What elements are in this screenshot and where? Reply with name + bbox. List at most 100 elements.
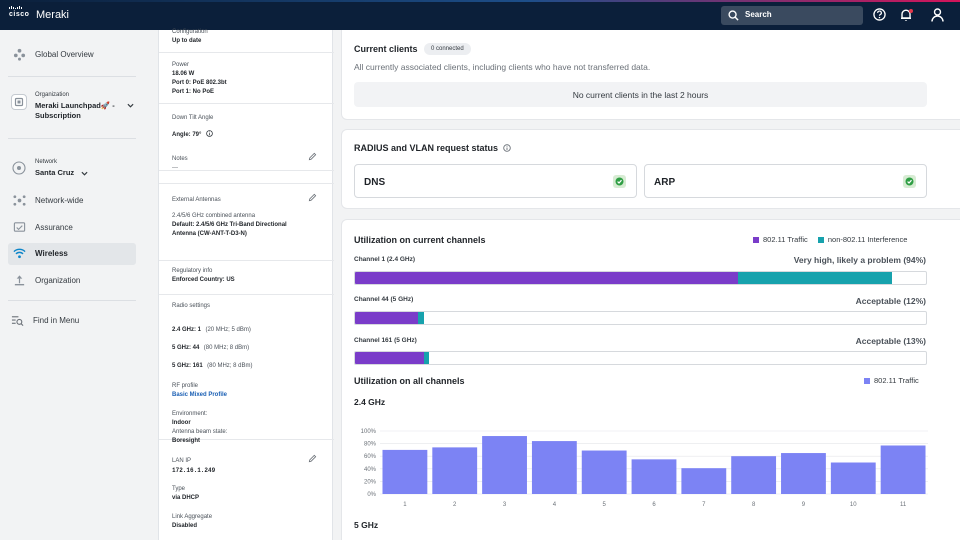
network-label: Network (35, 159, 58, 165)
channel-status: Acceptable (13%) (855, 336, 926, 346)
tilt-section: Down Tilt Angle Angle: 79° Notes — (159, 104, 334, 171)
edit-notes-pencil-icon[interactable] (308, 152, 317, 161)
organization-badge-icon (11, 94, 27, 110)
x-tick-label: 11 (900, 502, 907, 508)
sidebar-item-label: Network-wide (35, 196, 84, 205)
organization-name: Meraki Launchpad🚀 - Subscription (35, 101, 115, 120)
cisco-logo[interactable]: cisco (9, 11, 30, 18)
find-menu-icon (11, 316, 24, 327)
all-channels-legend: 802.11 Traffic (864, 376, 919, 385)
network-icon (12, 161, 26, 175)
tilt-label: Down Tilt Angle (172, 115, 214, 121)
tilt-value: Angle: 79° (172, 132, 202, 138)
y-tick-label: 100% (361, 429, 377, 435)
type-label: Type (172, 486, 186, 492)
radio-label: Radio settings (172, 303, 211, 309)
sidebar-item-wireless[interactable]: Wireless (8, 243, 136, 265)
channel-bar (482, 436, 527, 494)
app-name[interactable]: Meraki (36, 9, 70, 21)
dns-status-box[interactable]: DNS (354, 164, 637, 198)
arp-status-box[interactable]: ARP (644, 164, 927, 198)
sidebar-item-assurance[interactable]: Assurance (8, 217, 136, 239)
x-tick-label: 7 (702, 502, 706, 508)
power-label: Power (172, 62, 190, 68)
legend-802-label: 802.11 Traffic (874, 376, 919, 385)
radius-title: RADIUS and VLAN request status (354, 143, 511, 153)
power-value: 18.06 W (172, 71, 195, 77)
dns-label: DNS (364, 177, 386, 188)
notes-value: — (172, 165, 178, 171)
channel-label: Channel 1 (2.4 GHz) (354, 256, 416, 263)
sidebar-item-network-wide[interactable]: Network-wide (8, 190, 136, 212)
rf-profile-label: RF profile (172, 383, 199, 389)
device-details-panel: Configuration Up to date Power 18.06 W P… (158, 29, 334, 540)
lan-section: LAN IP 172.16.1.249 Type via DHCP Link A… (159, 440, 334, 540)
configuration-section: Configuration Up to date (159, 29, 334, 53)
assurance-icon (13, 222, 26, 232)
radio-row: 2.4 GHz: 1 (20 MHz; 5 dBm) (172, 327, 251, 333)
antennas-sub: 2.4/5/6 GHz combined antenna (172, 213, 256, 219)
user-profile-icon[interactable] (931, 8, 944, 22)
search-input[interactable]: Search (721, 6, 863, 25)
x-tick-label: 9 (802, 502, 806, 508)
rf-profile-link[interactable]: Basic Mixed Profile (172, 392, 228, 398)
channel-utilization-bar (354, 271, 927, 285)
x-tick-label: 8 (752, 502, 756, 508)
channel-bar (432, 447, 478, 494)
info-icon[interactable] (206, 130, 213, 137)
x-tick-label: 10 (850, 502, 857, 508)
traffic-fill (355, 312, 418, 324)
antennas-line2: Antenna (CW-ANT-T-D3-N) (172, 231, 247, 237)
x-tick-label: 1 (403, 502, 407, 508)
y-tick-label: 80% (364, 442, 377, 448)
cisco-logo-icon (9, 6, 29, 9)
legend-interference-swatch (817, 236, 824, 243)
utilization-24ghz-chart: 100% 80% 60% 40% 20% 0% 1 2 3 4 5 6 7 8 9 10 11 (361, 429, 928, 508)
band-24-title: 2.4 GHz (354, 397, 386, 407)
find-in-menu[interactable]: Find in Menu (8, 310, 136, 332)
notifications-bell-icon[interactable] (899, 8, 913, 22)
lan-ip-label: LAN IP (172, 458, 192, 464)
network-selector[interactable]: Network Santa Cruz (8, 156, 136, 182)
port1-value: Port 1: No PoE (172, 89, 215, 95)
sidebar-item-label: Assurance (35, 223, 73, 232)
utilization-all-title: Utilization on all channels (354, 376, 465, 386)
legend-interference-label: non-802.11 Interference (827, 235, 908, 244)
help-icon[interactable] (873, 8, 886, 21)
traffic-fill (355, 352, 424, 364)
channel-bar (731, 456, 777, 494)
organization-selector[interactable]: Organization Meraki Launchpad🚀 - Subscri… (8, 88, 136, 128)
y-tick-label: 60% (364, 454, 377, 460)
sidebar-item-organization[interactable]: Organization (8, 270, 136, 292)
sidebar-item-global-overview[interactable]: Global Overview (8, 44, 136, 66)
arp-ok-check-icon (903, 175, 916, 188)
edit-lan-pencil-icon[interactable] (308, 454, 317, 463)
chevron-down-icon (81, 171, 88, 176)
port0-value: Port 0: PoE 802.3bt (172, 80, 227, 86)
utilization-current-title: Utilization on current channels (354, 235, 486, 245)
beam-value: Boresight (172, 438, 201, 444)
lan-ip-value: 172.16.1.249 (172, 467, 216, 474)
sidebar: Global Overview Organization Meraki Laun… (0, 30, 144, 540)
info-icon[interactable] (502, 144, 511, 152)
organization-icon (14, 275, 25, 286)
edit-antennas-pencil-icon[interactable] (308, 193, 317, 202)
radio-row: 5 GHz: 44 (80 MHz; 8 dBm) (172, 345, 250, 351)
beam-label: Antenna beam state: (172, 429, 228, 435)
regulatory-label: Regulatory info (172, 268, 213, 274)
environment-value: Indoor (172, 420, 191, 426)
search-icon (728, 10, 739, 21)
arp-label: ARP (654, 177, 676, 188)
interference-fill (417, 312, 424, 324)
network-wide-icon (13, 195, 26, 206)
y-tick-label: 20% (364, 479, 377, 485)
network-name: Santa Cruz (35, 168, 75, 177)
channel-status: Acceptable (12%) (855, 296, 926, 306)
regulatory-value: Enforced Country: US (172, 277, 235, 283)
x-tick-label: 4 (553, 502, 557, 508)
connected-count-badge: 0 connected (424, 43, 471, 55)
sidebar-item-label: Global Overview (35, 50, 94, 59)
channel-bar (531, 441, 577, 494)
top-bar-accent (0, 0, 960, 2)
search-placeholder: Search (745, 10, 772, 19)
